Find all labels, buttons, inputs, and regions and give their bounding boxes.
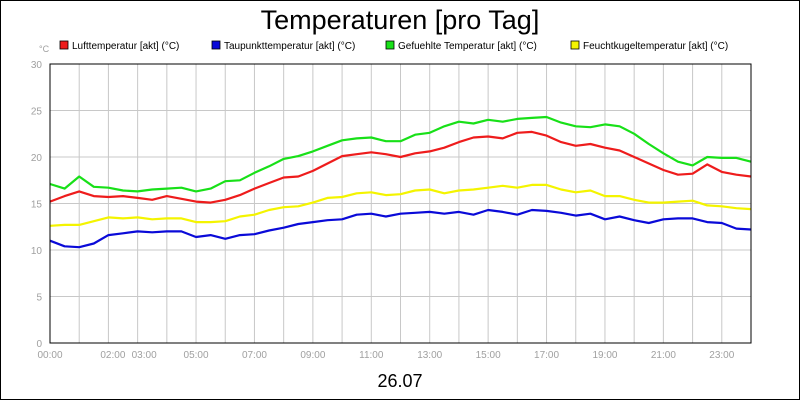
legend-item: Feuchtkugeltemperatur [akt] (°C) xyxy=(570,40,728,52)
legend-swatch xyxy=(385,40,395,50)
x-tick-label: 02:00 xyxy=(100,350,125,361)
x-tick-label: 03:00 xyxy=(132,350,157,361)
x-tick-label: 09:00 xyxy=(300,350,325,361)
legend-item: Taupunkttemperatur [akt] (°C) xyxy=(211,40,355,52)
y-unit-label: °C xyxy=(39,44,50,54)
x-tick-label: 07:00 xyxy=(242,350,267,361)
legend-item: Gefuehlte Temperatur [akt] (°C) xyxy=(385,40,537,52)
x-tick-label: 21:00 xyxy=(651,350,676,361)
x-axis-ticks: 00:00 02:00 03:00 05:00 07:00 09:00 11:00 13:00… xyxy=(37,350,734,361)
y-tick-label: 30 xyxy=(31,60,43,71)
legend-label: Taupunkttemperatur [akt] (°C) xyxy=(224,41,355,52)
series-line-2 xyxy=(49,208,752,249)
series-line-4 xyxy=(49,183,752,227)
series-line-3 xyxy=(49,115,752,193)
legend-label: Lufttemperatur [akt] (°C) xyxy=(72,41,179,52)
x-tick-label: 13:00 xyxy=(417,350,442,361)
y-tick-label: 20 xyxy=(31,153,43,164)
x-tick-label: 17:00 xyxy=(534,350,559,361)
series-line-1 xyxy=(49,130,752,204)
x-tick-label: 05:00 xyxy=(184,350,209,361)
x-tick-label: 23:00 xyxy=(709,350,734,361)
legend-label: Gefuehlte Temperatur [akt] (°C) xyxy=(398,41,537,52)
x-tick-label: 11:00 xyxy=(359,350,384,361)
legend-swatch xyxy=(59,40,69,50)
plot-frame xyxy=(49,63,752,344)
y-tick-label: 5 xyxy=(36,293,42,304)
y-axis-ticks: 0 5 10 15 20 25 30 xyxy=(31,60,43,350)
y-tick-label: 10 xyxy=(31,246,43,257)
legend-label: Feuchtkugeltemperatur [akt] (°C) xyxy=(583,41,728,52)
legend-swatch xyxy=(570,40,580,50)
x-axis-date-label: 26.07 xyxy=(377,371,422,391)
x-tick-label: 19:00 xyxy=(592,350,617,361)
y-tick-label: 15 xyxy=(31,200,43,211)
legend-item: Lufttemperatur [akt] (°C) xyxy=(59,40,179,52)
y-tick-label: 25 xyxy=(31,107,43,118)
legend: Lufttemperatur [akt] (°C) Taupunkttempera… xyxy=(59,40,728,52)
series-lines xyxy=(49,115,752,249)
legend-swatch xyxy=(211,40,221,50)
x-tick-label: 00:00 xyxy=(37,350,62,361)
y-tick-label: 0 xyxy=(36,339,42,350)
chart-title: Temperaturen [pro Tag] xyxy=(261,5,540,35)
x-tick-label: 15:00 xyxy=(476,350,501,361)
grid xyxy=(50,63,751,344)
